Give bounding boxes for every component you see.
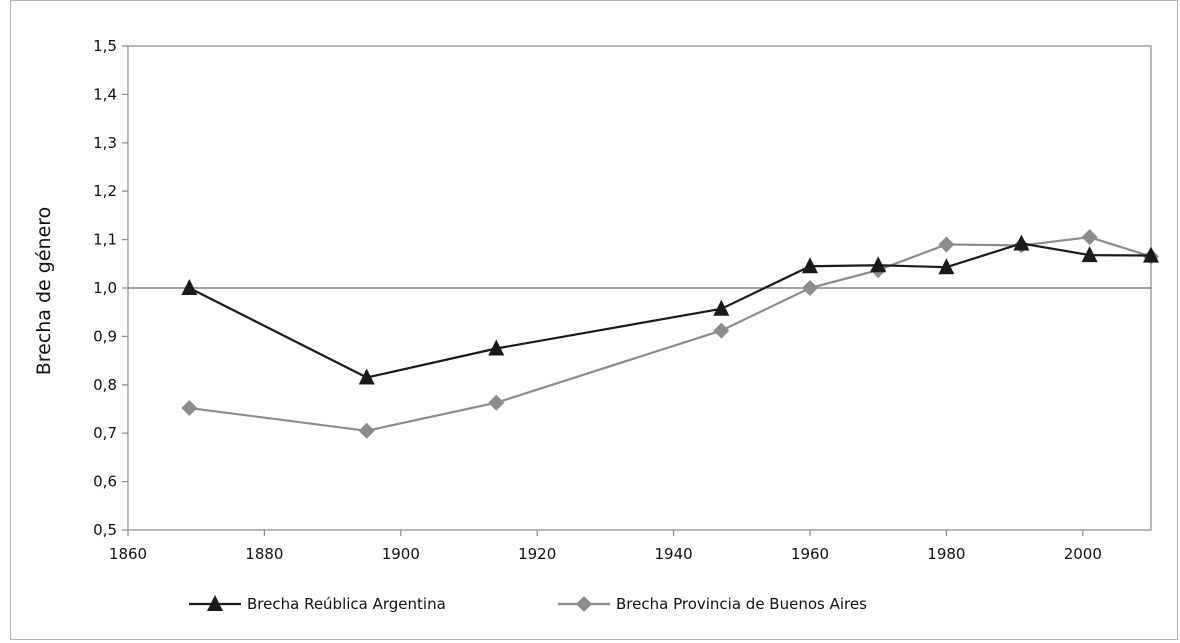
y-tick-label: 0,6 — [93, 473, 117, 491]
legend-label: Brecha Reública Argentina — [247, 595, 446, 613]
x-axis-ticks: 1860 1880 1900 1920 1940 1960 1980 2000 — [109, 530, 1102, 563]
legend-marker — [207, 595, 223, 611]
line-chart: 0,50,60,70,80,91,01,11,21,31,41,5 1860 18… — [33, 37, 1159, 613]
y-tick-label: 0,5 — [93, 521, 117, 539]
y-tick-label: 1,3 — [93, 134, 117, 152]
x-tick-label: 1980 — [927, 545, 965, 563]
data-point — [488, 394, 505, 411]
data-point — [1081, 246, 1098, 263]
data-point — [358, 368, 375, 385]
series-line — [189, 236, 1152, 432]
data-point — [181, 279, 198, 295]
legend-label: Brecha Provincia de Buenos Aires — [616, 595, 867, 613]
data-point — [802, 280, 818, 296]
y-tick-label: 0,8 — [93, 376, 117, 394]
series-layer — [181, 229, 1159, 439]
chart-frame: 0,5 0,6 0,7 0,8 0,9 1,0 1,1 1,2 1,3 1,4 1,5 1860 18… — [10, 0, 1178, 640]
legend-marker — [576, 596, 592, 612]
data-point — [1081, 229, 1098, 246]
x-tick-label: 1920 — [518, 545, 556, 563]
y-tick-label: 0,7 — [93, 424, 117, 442]
y-tick-label: 1,0 — [93, 279, 117, 297]
x-tick-label: 2000 — [1064, 545, 1102, 563]
data-point — [938, 236, 955, 253]
y-tick-label: 1,1 — [93, 231, 117, 249]
y-tick-label: 1,5 — [93, 37, 117, 55]
data-point — [713, 299, 730, 316]
data-point — [713, 322, 730, 339]
legend: Brecha Reública Argentina Brecha Provinci… — [189, 595, 867, 613]
data-point — [870, 256, 887, 273]
data-point — [181, 400, 198, 417]
data-point — [1143, 246, 1159, 263]
plot-area — [127, 45, 1152, 531]
series-line — [188, 242, 1152, 379]
x-tick-label: 1860 — [109, 545, 147, 563]
data-point — [938, 258, 955, 275]
data-point — [802, 257, 818, 274]
y-tick-label: 1,4 — [93, 85, 117, 103]
x-tick-label: 1880 — [245, 545, 283, 563]
x-tick-label: 1940 — [655, 545, 693, 563]
data-point — [358, 422, 375, 439]
y-axis-ticks: 0,5 0,6 0,7 0,8 0,9 1,0 1,1 1,2 1,3 1,4 1,5 — [93, 37, 128, 539]
y-tick-label: 0,9 — [93, 327, 117, 345]
data-point — [488, 339, 505, 356]
x-tick-label: 1960 — [791, 545, 829, 563]
y-tick-label: 1,2 — [93, 182, 117, 200]
data-point — [1013, 234, 1030, 251]
x-tick-label: 1900 — [382, 545, 420, 563]
y-axis-title: Brecha de género — [33, 207, 55, 376]
